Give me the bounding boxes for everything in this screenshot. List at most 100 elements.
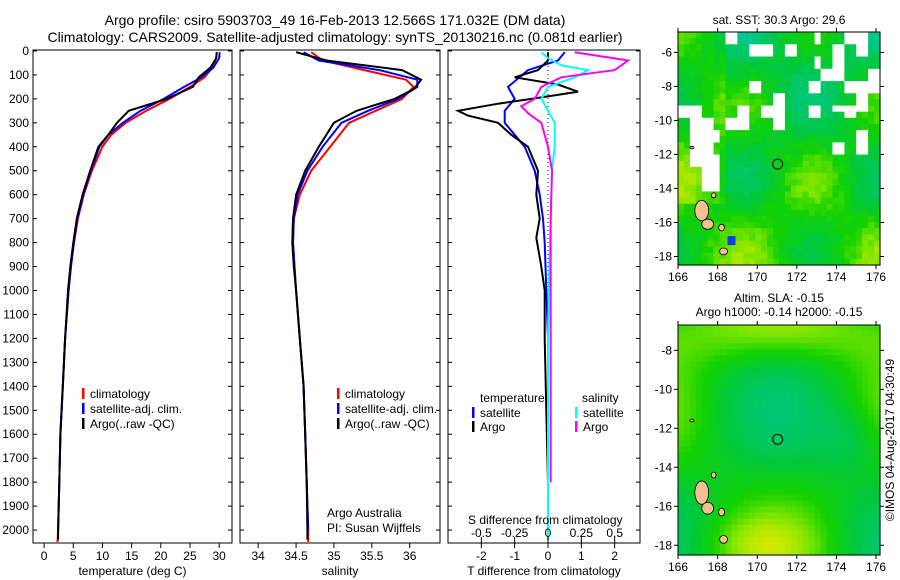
map-cell [874, 50, 881, 58]
map-cell [856, 32, 863, 39]
map-cell [820, 93, 828, 100]
map-cell [737, 530, 744, 538]
map-cell [832, 512, 839, 520]
map-cell [749, 136, 756, 143]
map-cell [731, 93, 738, 100]
map-cell [790, 68, 798, 76]
map-cell [844, 215, 851, 223]
map-cell [737, 506, 744, 514]
map-cell [874, 81, 881, 88]
map-cell [850, 62, 857, 70]
map-cell [862, 500, 869, 508]
map-cell [743, 50, 750, 58]
map-cell [814, 367, 822, 375]
map-cell [713, 38, 721, 45]
map-cell [737, 349, 744, 356]
map-cell [820, 500, 828, 508]
map-cell [850, 209, 857, 217]
map-cell [814, 38, 822, 45]
map-cell [796, 99, 804, 107]
map-cell [826, 215, 833, 223]
map-cell [701, 93, 709, 100]
map-cell [838, 433, 845, 441]
map-cell [844, 258, 851, 266]
map-cell [719, 130, 727, 137]
map-cell [826, 524, 833, 532]
map-cell [784, 379, 792, 387]
map-cell [862, 385, 869, 393]
map-cell [767, 74, 774, 82]
map-cell [820, 433, 828, 441]
y-tick-label: 1800 [2, 475, 29, 489]
map-cell [755, 337, 762, 344]
map-cell [683, 38, 691, 45]
map-cell [844, 228, 851, 235]
map-cell [743, 160, 750, 168]
map-cell [749, 482, 756, 490]
map-cell [749, 166, 756, 174]
lon-tick-label: 168 [708, 560, 728, 574]
map-cell [707, 452, 715, 459]
map-cell [749, 203, 756, 211]
map-cell [719, 154, 727, 162]
map-cell [689, 197, 697, 205]
map-cell [808, 391, 816, 399]
map-cell [874, 179, 881, 186]
map-cell [838, 409, 845, 417]
map-cell [850, 222, 857, 229]
map-cell [749, 185, 756, 192]
map-cell [737, 185, 744, 192]
map-cell [856, 246, 863, 254]
map-cell [826, 197, 833, 205]
map-cell [737, 361, 744, 368]
map-cell [707, 246, 715, 254]
map-cell [737, 494, 744, 502]
map-cell [731, 349, 738, 356]
map-cell [719, 87, 727, 94]
map-cell [850, 93, 857, 100]
map-cell [850, 452, 857, 459]
map-cell [737, 343, 744, 350]
legend-swatch [337, 388, 340, 399]
map-cell [784, 373, 792, 381]
map-cell [761, 50, 768, 58]
map-cell [683, 500, 691, 508]
map-cell [707, 130, 715, 137]
map-cell [773, 391, 780, 399]
map-cell [796, 361, 804, 368]
map-cell [802, 385, 810, 393]
map-cell [808, 99, 816, 107]
map-cell [814, 252, 822, 260]
map-cell [749, 62, 756, 70]
map-cell [743, 331, 750, 338]
map-cell [725, 524, 732, 532]
map-cell [796, 222, 804, 229]
map-cell [826, 518, 833, 526]
map-cell [695, 343, 703, 350]
map-cell [743, 403, 750, 411]
legend-swatch [337, 418, 340, 429]
map-cell [779, 415, 786, 423]
map-cell [844, 512, 851, 520]
map-cell [779, 203, 786, 211]
map-cell [838, 32, 845, 39]
map-cell [826, 203, 833, 211]
map-cell [731, 391, 738, 399]
lon-tick-label: 170 [747, 270, 767, 284]
legend-label: satellite [583, 406, 624, 420]
map-cell [678, 446, 685, 453]
series-line-climatology [56, 52, 218, 543]
map-cell [689, 506, 697, 514]
map-cell [862, 367, 869, 375]
map-cell [695, 446, 703, 453]
map-cell [802, 87, 810, 94]
map-cell [868, 74, 875, 82]
map-cell [761, 403, 768, 411]
map-cell [832, 136, 839, 143]
map-cell [683, 136, 691, 143]
map-cell [832, 397, 839, 405]
map-cell [773, 421, 780, 429]
map-cell [784, 154, 792, 162]
map-cell [796, 421, 804, 429]
map-cell [707, 518, 715, 526]
